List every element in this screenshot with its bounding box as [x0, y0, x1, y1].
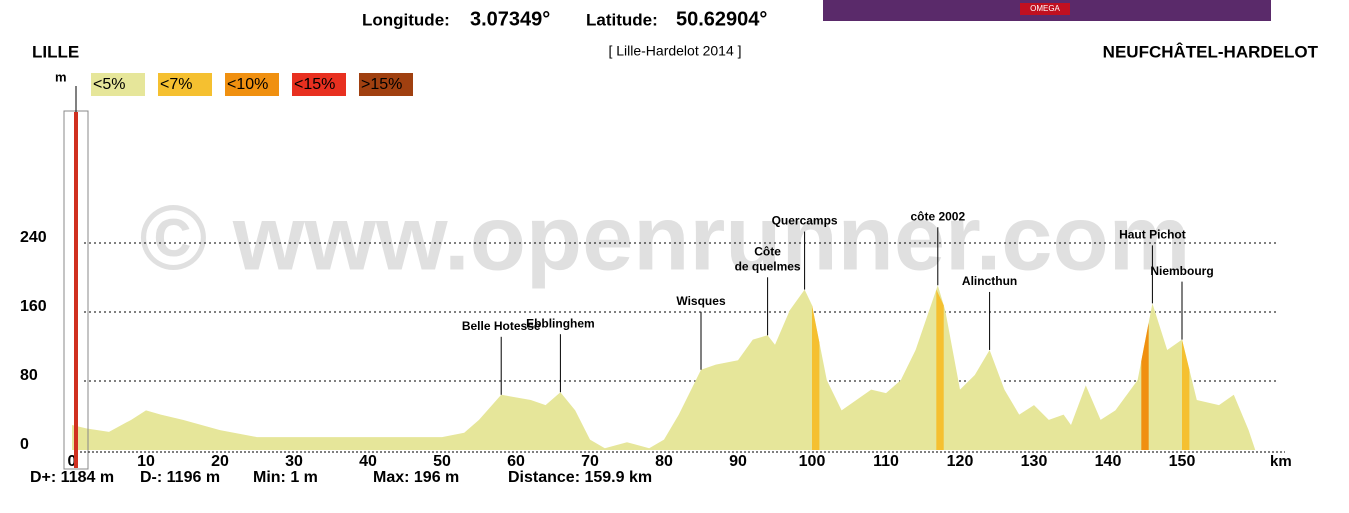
x-tick-label: 100 [799, 453, 826, 470]
legend-swatch [91, 73, 145, 96]
y-tick-label: 160 [20, 298, 47, 315]
legend-label: <5% [93, 76, 125, 93]
legend-swatch [292, 73, 346, 96]
annotation-label: Côte [754, 244, 781, 258]
y-tick-label: 0 [20, 436, 29, 453]
stat: D-: 1196 m [140, 469, 220, 486]
annotation-label: côte 2002 [910, 209, 965, 223]
x-tick-label: 120 [947, 453, 974, 470]
annotation-label: Wisques [676, 294, 726, 308]
legend-label: <7% [160, 76, 192, 93]
annotation-label: Quercamps [772, 214, 838, 228]
steep-segment [812, 305, 820, 450]
legend-label: <15% [294, 76, 335, 93]
y-tick-label: 80 [20, 367, 38, 384]
x-tick-label: 80 [655, 453, 673, 470]
y-axis-label: m [55, 69, 67, 84]
latitude-label: Latitude: [586, 10, 658, 29]
x-tick-label: 30 [285, 453, 303, 470]
latitude: 50.62904° [676, 8, 767, 30]
x-axis-label: km [1270, 453, 1292, 470]
annotation-label: de quelmes [735, 259, 801, 273]
x-tick-label: 20 [211, 453, 229, 470]
y-tick-label: 240 [20, 229, 47, 246]
annotation-label: Alincthun [962, 274, 1017, 288]
legend-swatch [225, 73, 279, 96]
subtitle: [ Lille-Hardelot 2014 ] [608, 43, 741, 59]
stat: Min: 1 m [253, 469, 318, 486]
start-name: LILLE [32, 42, 79, 61]
legend-swatch [158, 73, 212, 96]
x-tick-label: 90 [729, 453, 747, 470]
stat: Distance: 159.9 km [508, 469, 652, 486]
x-tick-label: 70 [581, 453, 599, 470]
legend-label: >15% [361, 76, 402, 93]
x-tick-label: 60 [507, 453, 525, 470]
x-tick-label: 50 [433, 453, 451, 470]
x-tick-label: 10 [137, 453, 155, 470]
x-tick-label: 150 [1169, 453, 1196, 470]
longitude: 3.07349° [470, 8, 550, 30]
ad-logo [1020, 3, 1070, 15]
annotation-label: Belle Hotesse [462, 319, 541, 333]
steep-segment [1141, 322, 1149, 450]
longitude-label: Longitude: [362, 10, 450, 29]
legend-swatch [359, 73, 413, 96]
x-tick-label: 0 [68, 453, 77, 470]
stat: Max: 196 m [373, 469, 459, 486]
x-tick-label: 110 [873, 453, 899, 470]
ad-text: OMEGA [1030, 4, 1060, 13]
annotation-label: Ebblinghem [526, 316, 595, 330]
stat: D+: 1184 m [30, 469, 114, 486]
x-tick-label: 130 [1021, 453, 1048, 470]
steep-segment [1182, 339, 1190, 450]
elevation-area [72, 285, 1256, 450]
x-tick-label: 40 [359, 453, 377, 470]
annotation-label: Haut Pichot [1119, 228, 1186, 242]
x-tick-label: 140 [1095, 453, 1122, 470]
legend-label: <10% [227, 76, 268, 93]
end-name: NEUFCHÂTEL-HARDELOT [1103, 42, 1319, 61]
watermark: © www.openrunner.com [140, 187, 1191, 289]
annotation-label: Niembourg [1150, 264, 1213, 278]
steep-segment [936, 289, 944, 450]
